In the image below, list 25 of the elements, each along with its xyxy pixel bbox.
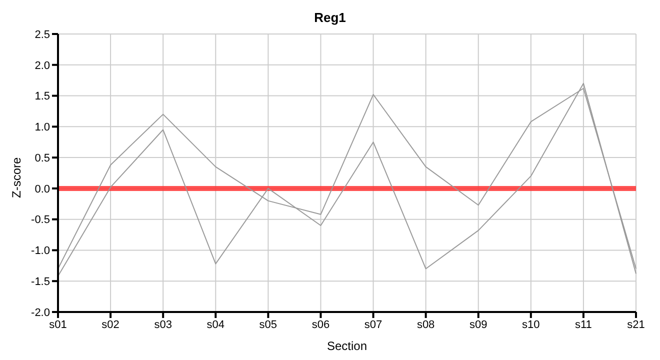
x-tick-label: s06 — [312, 318, 330, 331]
y-tick-label: -1.5 — [31, 276, 50, 288]
chart-title: Reg1 — [313, 9, 347, 27]
x-tick-label: s01 — [49, 318, 67, 331]
y-tick-label: 1.0 — [34, 122, 50, 134]
y-tick-label: -0.5 — [31, 214, 50, 226]
y-tick-label: -1.0 — [31, 245, 50, 258]
x-tick-label: s02 — [102, 318, 120, 331]
x-tick-label: s03 — [154, 318, 172, 331]
x-axis-title: Section — [326, 339, 368, 353]
x-tick-label: s07 — [364, 318, 382, 331]
x-tick-label: s10 — [522, 318, 540, 331]
x-tick-label: s09 — [469, 318, 488, 331]
y-tick-label: -2.0 — [31, 306, 50, 319]
x-tick-label: s04 — [206, 318, 225, 331]
y-tick-label: 2.5 — [34, 28, 50, 41]
y-tick-label: 2.0 — [34, 60, 50, 72]
y-tick-label: 0.5 — [34, 152, 50, 164]
x-tick-label: s11 — [574, 318, 592, 331]
x-tick-label: s21 — [627, 318, 645, 331]
y-tick-label: 1.5 — [34, 90, 50, 103]
y-axis-title: Z-score — [9, 157, 24, 198]
x-tick-label: s08 — [416, 318, 435, 331]
x-tick-label: s05 — [259, 318, 278, 331]
y-tick-label: 0.0 — [34, 183, 50, 196]
